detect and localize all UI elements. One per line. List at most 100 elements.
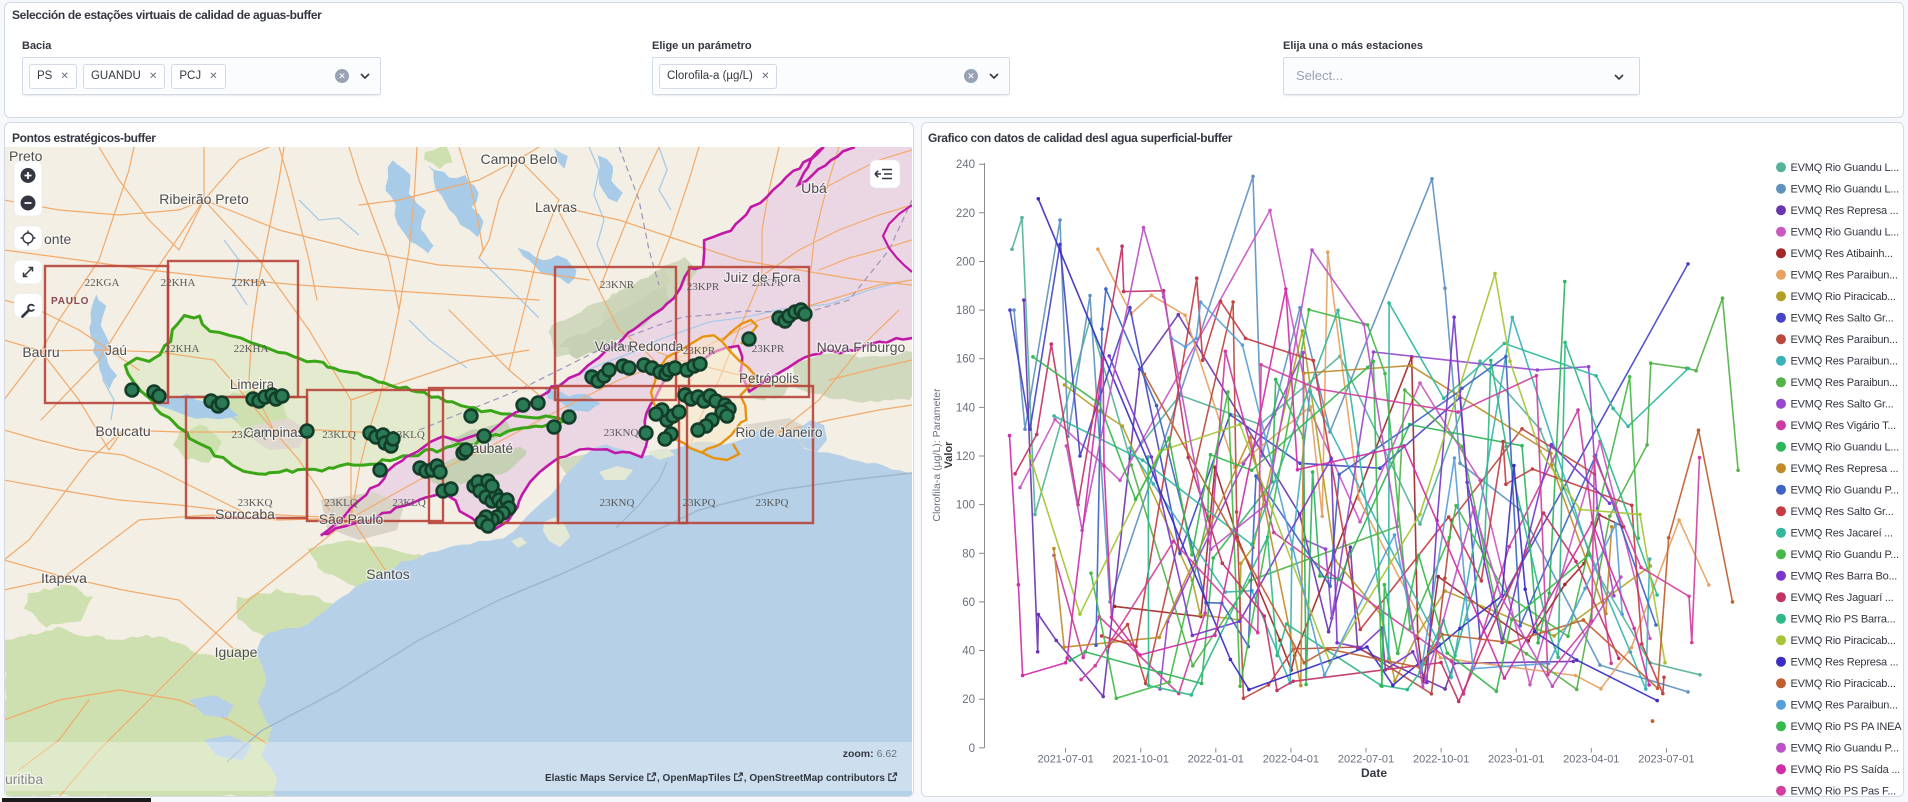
svg-text:23KPQ: 23KPQ	[682, 497, 715, 509]
svg-text:EVMQ Rio Piracicab...: EVMQ Rio Piracicab...	[1791, 291, 1896, 303]
svg-text:EVMQ Res Jacareí ...: EVMQ Res Jacareí ...	[1791, 528, 1894, 540]
svg-text:Ubá: Ubá	[801, 180, 827, 196]
svg-text:Botucatu: Botucatu	[95, 423, 150, 439]
svg-text:EVMQ Res Salto Gr...: EVMQ Res Salto Gr...	[1791, 399, 1894, 411]
svg-text:Campo Belo: Campo Belo	[480, 151, 557, 167]
svg-text:zoom: 6.62: zoom: 6.62	[843, 748, 897, 760]
svg-text:EVMQ Res Paraibun...: EVMQ Res Paraibun...	[1791, 270, 1898, 282]
svg-text:2021-07-01: 2021-07-01	[1037, 754, 1093, 766]
svg-text:23KLQ: 23KLQ	[322, 429, 356, 441]
svg-text:Volta Redonda: Volta Redonda	[595, 339, 684, 354]
svg-text:São Paulo: São Paulo	[319, 511, 384, 527]
svg-text:2021-10-01: 2021-10-01	[1113, 754, 1169, 766]
svg-text:EVMQ Rio Guandu L...: EVMQ Rio Guandu L...	[1791, 184, 1900, 196]
svg-text:Campinas: Campinas	[244, 425, 305, 440]
svg-text:Itapeva: Itapeva	[41, 570, 87, 586]
svg-text:EVMQ Res Salto Gr...: EVMQ Res Salto Gr...	[1791, 506, 1894, 518]
svg-text:, OpenMapTiles: , OpenMapTiles	[657, 773, 731, 784]
svg-text:EVMQ Res Atibainh...: EVMQ Res Atibainh...	[1791, 248, 1894, 260]
svg-text:160: 160	[956, 354, 975, 366]
svg-text:22KHA: 22KHA	[232, 277, 267, 289]
svg-text:EVMQ Res Paraibun...: EVMQ Res Paraibun...	[1791, 377, 1898, 389]
svg-text:Juiz de Fora: Juiz de Fora	[723, 269, 800, 285]
svg-text:Jaú: Jaú	[105, 343, 127, 358]
svg-text:2022-07-01: 2022-07-01	[1338, 754, 1394, 766]
svg-text:120: 120	[956, 451, 975, 463]
svg-text:22KHA: 22KHA	[165, 343, 200, 355]
svg-text:23KLQ: 23KLQ	[324, 497, 358, 509]
svg-text:60: 60	[962, 597, 975, 609]
svg-text:PAULO: PAULO	[51, 296, 89, 307]
svg-text:2023-04-01: 2023-04-01	[1563, 754, 1619, 766]
svg-text:, OpenStreetMap contributors: , OpenStreetMap contributors	[744, 773, 886, 784]
svg-text:EVMQ Rio Guandu P...: EVMQ Rio Guandu P...	[1791, 549, 1899, 561]
svg-text:23KNR: 23KNR	[600, 343, 635, 355]
svg-text:Elastic Maps Service: Elastic Maps Service	[545, 773, 644, 784]
svg-text:Curitiba: Curitiba	[4, 771, 43, 787]
svg-text:23KKQ: 23KKQ	[238, 497, 273, 509]
svg-text:Ribeirão Preto: Ribeirão Preto	[159, 191, 249, 207]
svg-text:EVMQ Rio Guandu L...: EVMQ Rio Guandu L...	[1791, 442, 1900, 454]
svg-text:Nova Friburgo: Nova Friburgo	[817, 339, 906, 355]
svg-text:23KNQ: 23KNQ	[600, 497, 635, 509]
svg-text:40: 40	[962, 646, 975, 658]
svg-text:23KPR: 23KPR	[752, 277, 785, 289]
svg-text:Limeira: Limeira	[230, 377, 275, 392]
svg-text:EVMQ Res Vigário T...: EVMQ Res Vigário T...	[1791, 420, 1897, 432]
svg-text:EVMQ Res Salto Gr...: EVMQ Res Salto Gr...	[1791, 313, 1894, 325]
svg-text:240: 240	[956, 159, 975, 171]
svg-text:EVMQ Res Barra Bo...: EVMQ Res Barra Bo...	[1791, 571, 1898, 583]
svg-text:EVMQ Res Represa ...: EVMQ Res Represa ...	[1791, 463, 1899, 475]
svg-text:23KPR: 23KPR	[752, 343, 785, 355]
svg-text:180: 180	[956, 305, 975, 317]
svg-text:Santos: Santos	[366, 566, 410, 582]
svg-text:23KNR: 23KNR	[600, 279, 635, 291]
svg-text:0: 0	[969, 743, 975, 755]
svg-text:EVMQ Rio Guandu P...: EVMQ Rio Guandu P...	[1791, 743, 1899, 755]
svg-text:Bauru: Bauru	[22, 344, 59, 360]
svg-text:Sorocaba: Sorocaba	[215, 506, 275, 522]
svg-text:220: 220	[956, 208, 975, 220]
svg-text:23KLQ: 23KLQ	[392, 497, 426, 509]
svg-text:EVMQ Rio Guandu P...: EVMQ Rio Guandu P...	[1791, 485, 1899, 497]
svg-text:EVMQ Rio Piracicab...: EVMQ Rio Piracicab...	[1791, 678, 1896, 690]
svg-text:EVMQ Res Jaguarí ...: EVMQ Res Jaguarí ...	[1791, 592, 1894, 604]
svg-text:EVMQ Res Represa ...: EVMQ Res Represa ...	[1791, 657, 1899, 669]
svg-text:EVMQ Rio Guandu L...: EVMQ Rio Guandu L...	[1791, 162, 1900, 174]
svg-text:EVMQ Res Paraibun...: EVMQ Res Paraibun...	[1791, 356, 1898, 368]
svg-text:EVMQ Rio Guandu L...: EVMQ Rio Guandu L...	[1791, 227, 1900, 239]
svg-text:2022-01-01: 2022-01-01	[1188, 754, 1244, 766]
svg-text:100: 100	[956, 500, 975, 512]
svg-text:Iguape: Iguape	[215, 644, 258, 660]
svg-text:2022-10-01: 2022-10-01	[1413, 754, 1469, 766]
svg-text:200: 200	[956, 257, 975, 269]
svg-text:EVMQ Rio PS Pas F...: EVMQ Rio PS Pas F...	[1791, 786, 1897, 797]
svg-text:80: 80	[962, 548, 975, 560]
svg-text:EVMQ Res Paraibun...: EVMQ Res Paraibun...	[1791, 700, 1898, 712]
svg-text:Valor: Valor	[943, 441, 955, 469]
svg-text:20: 20	[962, 694, 975, 706]
svg-text:2023-01-01: 2023-01-01	[1488, 754, 1544, 766]
svg-text:22KHA: 22KHA	[161, 277, 196, 289]
svg-text:EVMQ Rio PS Saída ...: EVMQ Rio PS Saída ...	[1791, 764, 1901, 776]
svg-text:23KPR: 23KPR	[683, 345, 716, 357]
svg-text:Clorofila-a (µg/L): Parameter: Clorofila-a (µg/L): Parameter	[931, 388, 943, 522]
svg-text:Preto: Preto	[9, 148, 43, 164]
svg-text:EVMQ Res Paraibun...: EVMQ Res Paraibun...	[1791, 334, 1898, 346]
svg-text:EVMQ Rio PS PA INEA: EVMQ Rio PS PA INEA	[1791, 721, 1903, 733]
svg-text:EVMQ Res Represa ...: EVMQ Res Represa ...	[1791, 205, 1899, 217]
svg-text:Lavras: Lavras	[535, 199, 577, 215]
svg-text:2023-07-01: 2023-07-01	[1638, 754, 1694, 766]
svg-text:23KKQ: 23KKQ	[232, 429, 267, 441]
svg-text:2022-04-01: 2022-04-01	[1263, 754, 1319, 766]
svg-text:22KGA: 22KGA	[85, 277, 120, 289]
svg-text:onte: onte	[44, 231, 71, 247]
svg-text:23KPR: 23KPR	[687, 281, 720, 293]
svg-text:140: 140	[956, 402, 975, 414]
svg-text:Date: Date	[1361, 766, 1387, 780]
svg-text:Rio de Janeiro: Rio de Janeiro	[735, 425, 822, 440]
svg-text:22KHA: 22KHA	[234, 343, 269, 355]
svg-text:Taubaté: Taubaté	[465, 441, 513, 456]
svg-text:EVMQ Rio Piracicab...: EVMQ Rio Piracicab...	[1791, 635, 1896, 647]
svg-text:EVMQ Rio PS Barra...: EVMQ Rio PS Barra...	[1791, 614, 1896, 626]
